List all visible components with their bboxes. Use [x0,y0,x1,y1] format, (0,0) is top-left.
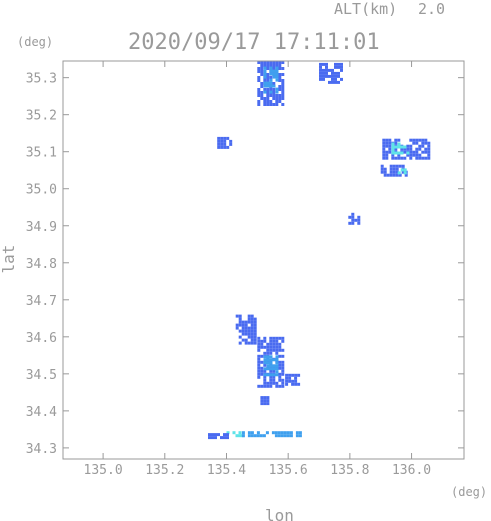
echo-region-weak [235,314,257,345]
echo-region-moderate [241,431,302,438]
echo-region-weak [208,433,229,440]
echo-region-weak [217,136,233,149]
echo-region-weak [319,62,343,84]
y-tick-label: 35.1 [26,146,57,161]
echo-region-weak [285,373,301,386]
x-tick-label: 135.2 [145,463,184,478]
y-tick-label: 35.0 [26,183,57,198]
x-tick-label: 135.6 [269,463,308,478]
echo-region-strong [391,142,410,155]
x-tick-label: 135.0 [84,463,123,478]
plot-frame [62,60,465,460]
echo-region-moderate [263,355,279,377]
x-axis-label: lon [265,506,294,521]
y-unit: (deg) [17,35,53,49]
y-tick-label: 34.4 [26,405,57,420]
echo-region-strong [397,168,407,175]
echo-region-weak [348,212,361,225]
echo-layer [208,61,431,440]
echo-region-weak [382,138,431,160]
echo-region-strong [226,431,245,438]
y-tick-label: 34.7 [26,294,57,309]
y-tick-label: 34.8 [26,257,57,272]
x-tick-label: 135.4 [207,463,246,478]
echo-region-weak [260,396,270,406]
y-tick-label: 34.6 [26,331,57,346]
y-tick-label: 35.3 [26,72,57,87]
altitude-value: 2.0 [418,0,445,18]
y-tick-label: 34.3 [26,442,57,457]
x-tick-label: 135.8 [330,463,369,478]
altitude-label: ALT(km) [334,0,397,18]
y-tick-label: 34.5 [26,368,57,383]
x-tick-label: 136.0 [392,463,431,478]
chart-title: 2020/09/17 17:11:01 [128,30,380,55]
x-unit: (deg) [451,485,487,499]
echo-region-moderate [263,66,279,94]
y-axis-label: lat [0,245,18,274]
y-tick-label: 34.9 [26,220,57,235]
tick-layer: 135.0 135.2 135.4 135.6 135.8 136.0 34.3 34.4 34… [26,61,464,478]
y-tick-label: 35.2 [26,109,57,124]
